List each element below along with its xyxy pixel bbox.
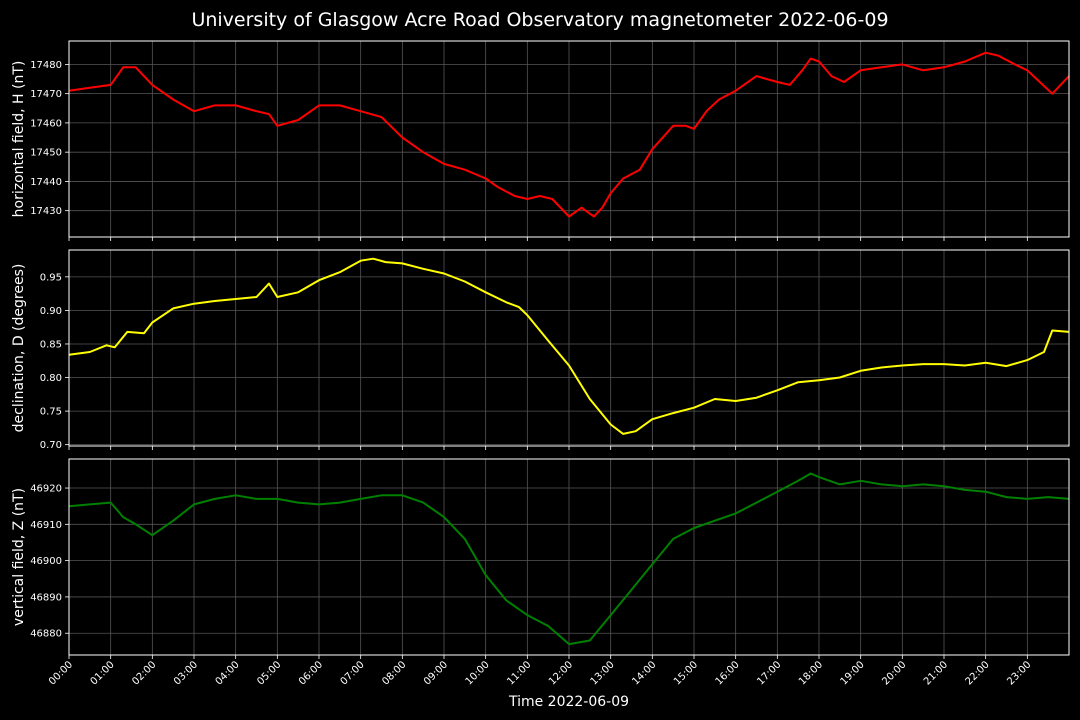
y-tick-label: 46910 bbox=[30, 520, 62, 531]
y-tick-label: 46920 bbox=[30, 484, 62, 495]
x-tick-label: 13:00 bbox=[589, 659, 617, 687]
x-tick-label: 06:00 bbox=[297, 659, 325, 687]
x-tick-label: 19:00 bbox=[839, 659, 867, 687]
grid bbox=[68, 250, 1069, 446]
x-tick-label: 03:00 bbox=[172, 659, 200, 687]
x-tick-label: 12:00 bbox=[547, 659, 575, 687]
x-tick-label: 01:00 bbox=[89, 659, 117, 687]
x-tick-label: 22:00 bbox=[964, 659, 992, 687]
y-tick-label: 0.80 bbox=[40, 373, 62, 384]
axes-frame bbox=[68, 249, 1070, 447]
y-tick-label: 0.70 bbox=[40, 440, 62, 451]
x-axis-label: Time 2022-06-09 bbox=[508, 694, 629, 710]
axes-frame bbox=[68, 40, 1070, 238]
panel-1: 17430 17440 17450 17460 17470 17480horizontal… bbox=[11, 40, 1070, 241]
x-tick-label: 14:00 bbox=[630, 659, 658, 687]
y-tick-label: 17480 bbox=[30, 60, 62, 71]
y-tick-label: 46880 bbox=[30, 629, 62, 640]
y-axis-label: horizontal field, H (nT) bbox=[11, 61, 27, 218]
y-tick-label: 17470 bbox=[30, 89, 62, 100]
y-tick-label: 46900 bbox=[30, 556, 62, 567]
y-axis-label: declination, D (degrees) bbox=[11, 264, 27, 433]
y-tick-label: 0.95 bbox=[40, 272, 62, 283]
grid bbox=[68, 459, 1069, 655]
series-line bbox=[68, 51, 1070, 218]
y-tick-label: 0.75 bbox=[40, 407, 62, 418]
x-tick-label: 04:00 bbox=[214, 659, 242, 687]
x-tick-label: 02:00 bbox=[130, 659, 158, 687]
x-tick-label: 16:00 bbox=[714, 659, 742, 687]
grid bbox=[68, 41, 1069, 237]
y-tick-label: 17450 bbox=[30, 148, 62, 159]
x-tick-label: 11:00 bbox=[505, 659, 533, 687]
x-tick-label: 07:00 bbox=[339, 659, 367, 687]
y-axis-label: vertical field, Z (nT) bbox=[11, 488, 27, 626]
y-tick-label: 17430 bbox=[30, 206, 62, 217]
x-tick-label: 00:00 bbox=[47, 659, 75, 687]
x-tick-label: 17:00 bbox=[755, 659, 783, 687]
panel-2: 0.70 0.75 0.80 0.85 0.90 0.95 declination, D (… bbox=[11, 249, 1070, 451]
x-tick-label: 09:00 bbox=[422, 659, 450, 687]
y-tick-label: 17460 bbox=[30, 118, 62, 129]
y-tick-label: 0.85 bbox=[40, 339, 62, 350]
x-tick-label: 05:00 bbox=[255, 659, 283, 687]
figure-title: University of Glasgow Acre Road Observat… bbox=[191, 9, 889, 31]
y-tick-label: 17440 bbox=[30, 177, 62, 188]
x-tick-label: 21:00 bbox=[922, 659, 950, 687]
x-tick-label: 23:00 bbox=[1005, 659, 1033, 687]
x-tick-label: 20:00 bbox=[880, 659, 908, 687]
x-tick-label: 10:00 bbox=[464, 659, 492, 687]
x-tick-label: 18:00 bbox=[797, 659, 825, 687]
x-tick-label: 08:00 bbox=[380, 659, 408, 687]
series-line bbox=[68, 257, 1070, 435]
y-tick-label: 0.90 bbox=[40, 306, 62, 317]
axes-frame bbox=[68, 458, 1070, 656]
series-line bbox=[68, 472, 1070, 646]
y-tick-label: 46890 bbox=[30, 592, 62, 603]
x-tick-label: 15:00 bbox=[672, 659, 700, 687]
